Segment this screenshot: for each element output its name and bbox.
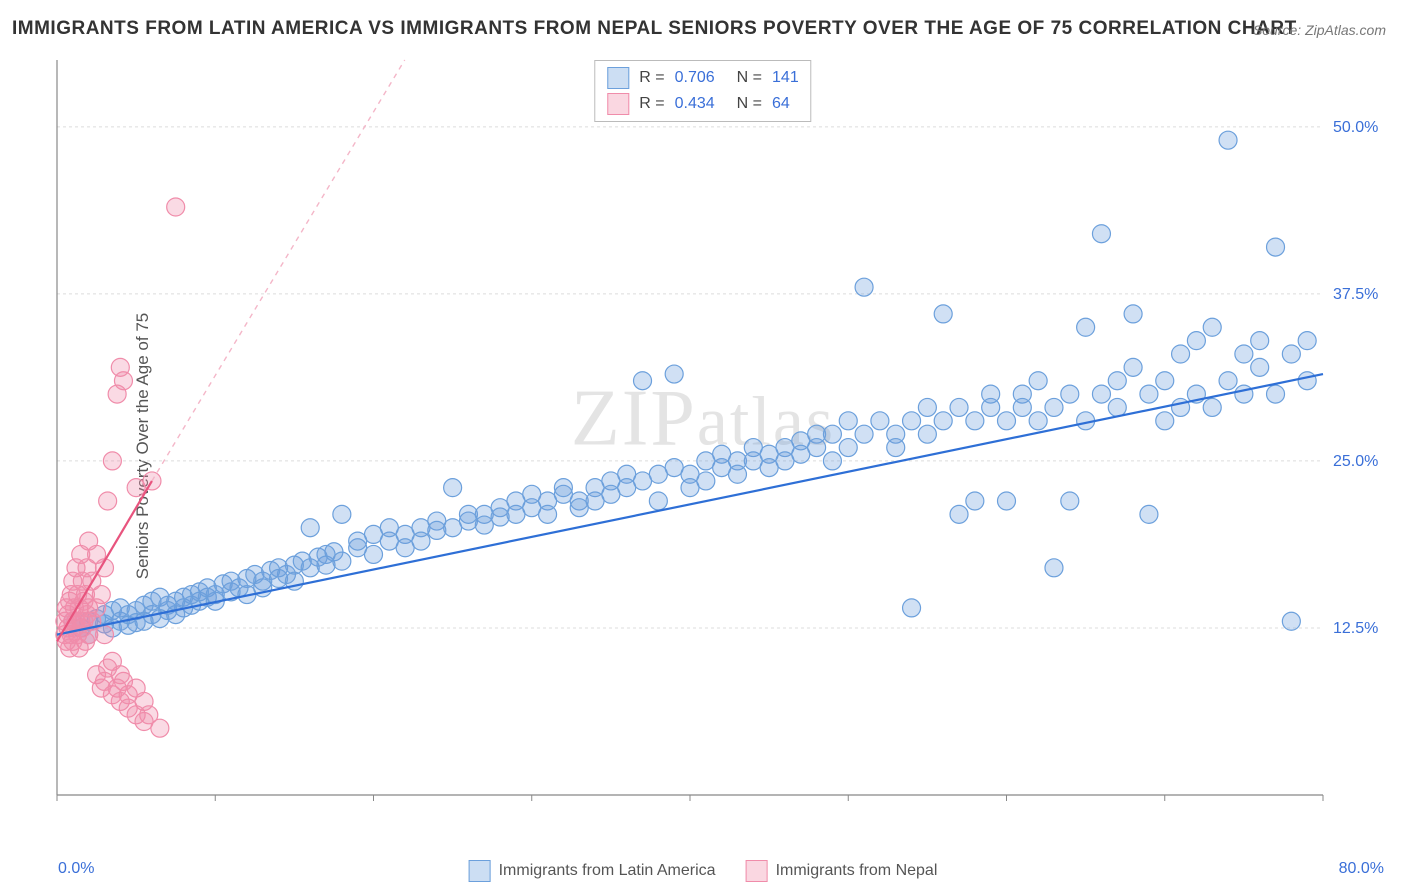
legend-row: R = 0.706 N = 141 bbox=[607, 65, 798, 91]
swatch-icon bbox=[746, 860, 768, 882]
r-value: 0.434 bbox=[675, 95, 715, 113]
svg-text:37.5%: 37.5% bbox=[1333, 286, 1378, 303]
series-legend: Immigrants from Latin America Immigrants… bbox=[469, 860, 938, 882]
swatch-icon bbox=[469, 860, 491, 882]
legend-label: Immigrants from Latin America bbox=[499, 862, 716, 880]
scatter-plot: 12.5% 25.0% 37.5% 50.0% bbox=[55, 55, 1385, 835]
x-max-label: 80.0% bbox=[1339, 860, 1384, 878]
n-value: 64 bbox=[772, 95, 790, 113]
swatch-icon bbox=[607, 93, 629, 115]
svg-text:25.0%: 25.0% bbox=[1333, 453, 1378, 470]
svg-text:50.0%: 50.0% bbox=[1333, 119, 1378, 136]
r-value: 0.706 bbox=[675, 69, 715, 87]
x-min-label: 0.0% bbox=[58, 860, 94, 878]
legend-label: Immigrants from Nepal bbox=[776, 862, 938, 880]
swatch-icon bbox=[607, 67, 629, 89]
legend-item: Immigrants from Latin America bbox=[469, 860, 716, 882]
svg-text:12.5%: 12.5% bbox=[1333, 620, 1378, 637]
source-label: Source: ZipAtlas.com bbox=[1253, 22, 1386, 38]
correlation-legend: R = 0.706 N = 141 R = 0.434 N = 64 bbox=[594, 60, 811, 122]
n-value: 141 bbox=[772, 69, 799, 87]
legend-row: R = 0.434 N = 64 bbox=[607, 91, 798, 117]
chart-title: IMMIGRANTS FROM LATIN AMERICA VS IMMIGRA… bbox=[12, 18, 1297, 40]
legend-item: Immigrants from Nepal bbox=[746, 860, 938, 882]
